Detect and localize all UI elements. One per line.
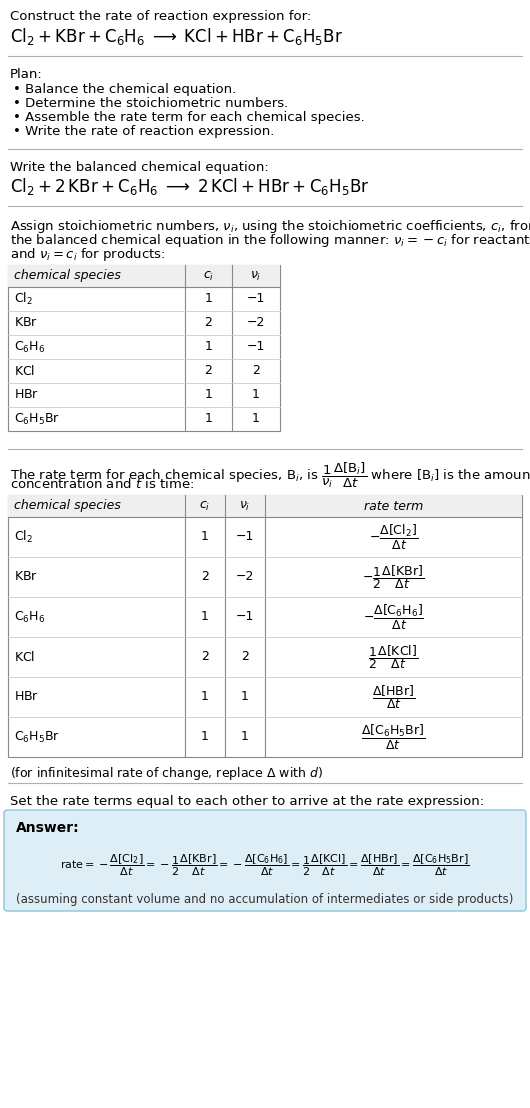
Text: $\mathrm{HBr}$: $\mathrm{HBr}$: [14, 389, 39, 401]
Bar: [8, 495, 522, 517]
Text: • Balance the chemical equation.: • Balance the chemical equation.: [13, 83, 236, 96]
Text: 1: 1: [205, 340, 213, 353]
Text: $-\dfrac{\Delta[\mathrm{C_6H_6}]}{\Delta t}$: $-\dfrac{\Delta[\mathrm{C_6H_6}]}{\Delta…: [363, 603, 424, 632]
Text: $\mathrm{C_6H_5Br}$: $\mathrm{C_6H_5Br}$: [14, 729, 60, 745]
Text: Write the balanced chemical equation:: Write the balanced chemical equation:: [10, 161, 269, 174]
Text: $\mathrm{HBr}$: $\mathrm{HBr}$: [14, 690, 39, 704]
Text: (for infinitesimal rate of change, replace Δ with $d$): (for infinitesimal rate of change, repla…: [10, 765, 323, 782]
Text: $\nu_i$: $\nu_i$: [240, 500, 251, 513]
Text: −1: −1: [236, 611, 254, 624]
Text: 2: 2: [252, 365, 260, 378]
Text: 1: 1: [201, 531, 209, 544]
Text: $\mathrm{KBr}$: $\mathrm{KBr}$: [14, 571, 38, 584]
Text: Plan:: Plan:: [10, 68, 43, 81]
Text: $\mathrm{Cl_2 + KBr + C_6H_6 \;\longrightarrow\; KCl + HBr + C_6H_5Br}$: $\mathrm{Cl_2 + KBr + C_6H_6 \;\longrigh…: [10, 25, 343, 47]
Text: $\mathrm{KCl}$: $\mathrm{KCl}$: [14, 650, 35, 664]
Text: 1: 1: [201, 730, 209, 743]
FancyBboxPatch shape: [4, 810, 526, 911]
Text: Answer:: Answer:: [16, 821, 80, 835]
Text: $\mathrm{C_6H_6}$: $\mathrm{C_6H_6}$: [14, 609, 45, 625]
Text: rate term: rate term: [364, 500, 423, 513]
Text: 1: 1: [205, 412, 213, 425]
Text: 1: 1: [205, 389, 213, 401]
Text: $\mathrm{C_6H_5Br}$: $\mathrm{C_6H_5Br}$: [14, 411, 60, 427]
Text: and $\nu_i = c_i$ for products:: and $\nu_i = c_i$ for products:: [10, 246, 165, 263]
Text: • Assemble the rate term for each chemical species.: • Assemble the rate term for each chemic…: [13, 111, 365, 124]
Text: 1: 1: [252, 412, 260, 425]
Text: $\mathrm{Cl_2}$: $\mathrm{Cl_2}$: [14, 529, 33, 545]
Text: −1: −1: [247, 293, 265, 306]
Text: Construct the rate of reaction expression for:: Construct the rate of reaction expressio…: [10, 10, 311, 23]
Text: 1: 1: [252, 389, 260, 401]
Text: 2: 2: [201, 650, 209, 664]
Text: $\mathrm{rate} = -\dfrac{\Delta[\mathrm{Cl_2}]}{\Delta t} = -\dfrac{1}{2}\dfrac{: $\mathrm{rate} = -\dfrac{\Delta[\mathrm{…: [60, 852, 470, 878]
Text: $\mathrm{KCl}$: $\mathrm{KCl}$: [14, 365, 35, 378]
Text: $c_i$: $c_i$: [203, 269, 214, 283]
Text: 2: 2: [241, 650, 249, 664]
Text: 1: 1: [205, 293, 213, 306]
Text: −2: −2: [247, 317, 265, 329]
Bar: [8, 265, 280, 431]
Text: the balanced chemical equation in the following manner: $\nu_i = -c_i$ for react: the balanced chemical equation in the fo…: [10, 232, 530, 249]
Text: −1: −1: [236, 531, 254, 544]
Text: $\mathrm{KBr}$: $\mathrm{KBr}$: [14, 317, 38, 329]
Text: −2: −2: [236, 571, 254, 584]
Text: $\dfrac{\Delta[\mathrm{HBr}]}{\Delta t}$: $\dfrac{\Delta[\mathrm{HBr}]}{\Delta t}$: [372, 683, 415, 711]
Text: 1: 1: [201, 611, 209, 624]
Text: $c_i$: $c_i$: [199, 500, 210, 513]
Text: • Determine the stoichiometric numbers.: • Determine the stoichiometric numbers.: [13, 98, 288, 110]
Text: 2: 2: [205, 317, 213, 329]
Text: $-\dfrac{\Delta[\mathrm{Cl_2}]}{\Delta t}$: $-\dfrac{\Delta[\mathrm{Cl_2}]}{\Delta t…: [369, 523, 418, 552]
Text: $\mathrm{Cl_2 + 2\,KBr + C_6H_6 \;\longrightarrow\; 2\,KCl + HBr + C_6H_5Br}$: $\mathrm{Cl_2 + 2\,KBr + C_6H_6 \;\longr…: [10, 176, 369, 197]
Text: $\dfrac{1}{2}\dfrac{\Delta[\mathrm{KCl}]}{\Delta t}$: $\dfrac{1}{2}\dfrac{\Delta[\mathrm{KCl}]…: [368, 643, 419, 671]
Text: concentration and $t$ is time:: concentration and $t$ is time:: [10, 478, 194, 491]
Text: $-\dfrac{1}{2}\dfrac{\Delta[\mathrm{KBr}]}{\Delta t}$: $-\dfrac{1}{2}\dfrac{\Delta[\mathrm{KBr}…: [363, 563, 425, 591]
Text: Set the rate terms equal to each other to arrive at the rate expression:: Set the rate terms equal to each other t…: [10, 796, 484, 808]
Text: $\mathrm{Cl_2}$: $\mathrm{Cl_2}$: [14, 291, 33, 307]
Text: The rate term for each chemical species, B$_i$, is $\dfrac{1}{\nu_i}\dfrac{\Delt: The rate term for each chemical species,…: [10, 461, 530, 491]
Text: $\dfrac{\Delta[\mathrm{C_6H_5Br}]}{\Delta t}$: $\dfrac{\Delta[\mathrm{C_6H_5Br}]}{\Delt…: [361, 722, 426, 751]
Text: −1: −1: [247, 340, 265, 353]
Text: 1: 1: [201, 690, 209, 704]
Text: chemical species: chemical species: [14, 269, 121, 283]
Text: (assuming constant volume and no accumulation of intermediates or side products): (assuming constant volume and no accumul…: [16, 893, 514, 906]
Text: 2: 2: [201, 571, 209, 584]
Text: 1: 1: [241, 690, 249, 704]
Text: $\nu_i$: $\nu_i$: [250, 269, 262, 283]
Bar: [8, 495, 522, 757]
Bar: [8, 265, 280, 287]
Text: $\mathrm{C_6H_6}$: $\mathrm{C_6H_6}$: [14, 339, 45, 355]
Text: 1: 1: [241, 730, 249, 743]
Text: chemical species: chemical species: [14, 500, 121, 513]
Text: • Write the rate of reaction expression.: • Write the rate of reaction expression.: [13, 125, 275, 138]
Text: Assign stoichiometric numbers, $\nu_i$, using the stoichiometric coefficients, $: Assign stoichiometric numbers, $\nu_i$, …: [10, 218, 530, 235]
Text: 2: 2: [205, 365, 213, 378]
